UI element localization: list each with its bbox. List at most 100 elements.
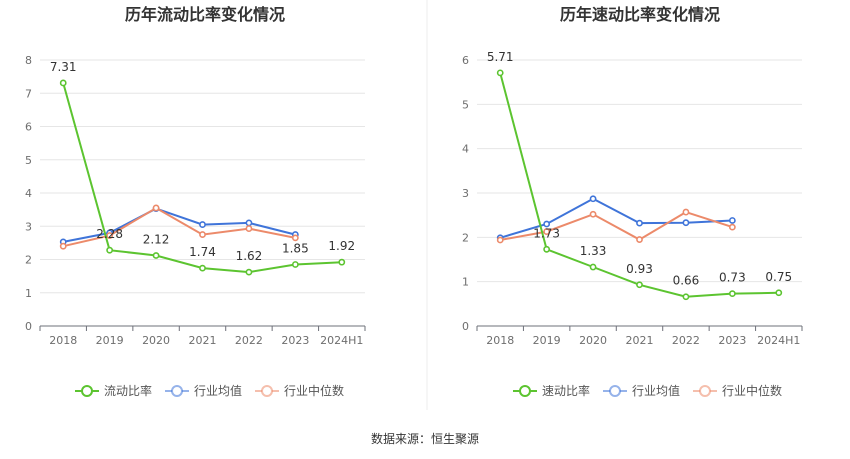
y-tick-label: 6	[462, 54, 469, 67]
data-point[interactable]	[636, 219, 643, 227]
x-tick-label: 2019	[96, 334, 124, 347]
x-tick-label: 2020	[142, 334, 170, 347]
legend-label: 行业均值	[632, 383, 680, 398]
data-point[interactable]	[338, 258, 346, 266]
data-point[interactable]	[775, 289, 783, 297]
data-point[interactable]	[106, 246, 114, 254]
current-ratio-chart: 历年流动比率变化情况 0 1 2 3 4 5 6 7 8 2018 2019 2020 2021 2022 2…	[25, 5, 366, 398]
y-tick-label: 0	[462, 320, 469, 333]
data-point[interactable]	[589, 263, 597, 271]
y-tick-label: 4	[25, 187, 32, 200]
data-point[interactable]	[152, 252, 160, 259]
y-tick-label: 5	[462, 98, 469, 111]
y-tick-label: 2	[462, 231, 469, 244]
data-point[interactable]	[245, 268, 253, 276]
x-tick-label: 2023	[718, 334, 746, 347]
legend-marker	[699, 385, 711, 397]
data-point[interactable]	[682, 219, 690, 227]
data-point[interactable]	[245, 219, 253, 227]
y-tick-label: 7	[25, 87, 32, 100]
series-line-1	[63, 207, 296, 243]
legend-marker	[261, 385, 273, 397]
data-point[interactable]	[199, 264, 206, 272]
legend-marker	[81, 385, 93, 397]
data-label: 1.85	[282, 241, 309, 255]
data-point[interactable]	[636, 281, 643, 289]
data-point[interactable]	[199, 221, 206, 228]
series-line-2	[500, 211, 733, 241]
quick-ratio-chart: 历年速动比率变化情况 0 1 2 3 4 5 6 2018 2019 2020 2021 2022 202…	[462, 5, 803, 398]
chart-title: 历年速动比率变化情况	[560, 5, 720, 24]
data-label: 0.73	[719, 271, 746, 285]
legend-item[interactable]: 速动比率	[513, 383, 590, 398]
x-tick-label: 2021	[626, 334, 654, 347]
source-note: 数据来源：恒生聚源	[371, 431, 479, 446]
data-point[interactable]	[636, 236, 643, 243]
y-tick-label: 8	[25, 54, 32, 67]
legend-item[interactable]: 流动比率	[75, 383, 152, 398]
x-tick-label: 2019	[533, 334, 561, 347]
data-label: 7.31	[50, 60, 77, 74]
legend-label: 行业均值	[194, 383, 242, 398]
data-point[interactable]	[728, 223, 736, 231]
y-tick-label: 3	[462, 187, 469, 200]
data-label: 0.93	[626, 262, 653, 276]
data-point[interactable]	[543, 245, 551, 253]
x-tick-label: 2018	[49, 334, 77, 347]
y-tick-label: 1	[25, 287, 32, 300]
data-point[interactable]	[543, 228, 551, 235]
series-line-2	[62, 206, 296, 248]
data-label: 1.92	[328, 239, 355, 253]
legend-item[interactable]: 行业均值	[165, 383, 242, 398]
data-point[interactable]	[291, 261, 299, 268]
legend-label: 行业中位数	[722, 383, 782, 398]
x-tick-label: 2018	[486, 334, 514, 347]
x-tick-label: 2022	[235, 334, 263, 347]
data-point[interactable]	[245, 225, 253, 232]
data-label: 1.62	[236, 249, 263, 263]
data-label: 1.74	[189, 245, 216, 259]
legend-marker	[519, 385, 531, 397]
data-point[interactable]	[728, 217, 736, 224]
data-point[interactable]	[152, 204, 160, 212]
y-tick-label: 5	[25, 154, 32, 167]
data-point[interactable]	[589, 210, 597, 218]
y-tick-label: 3	[25, 220, 32, 233]
x-tick-label: 2023	[281, 334, 309, 347]
legend-item[interactable]: 行业中位数	[255, 383, 344, 398]
y-tick-label: 1	[462, 276, 469, 289]
data-label: 2.28	[96, 227, 123, 241]
data-point[interactable]	[106, 232, 114, 239]
legend-item[interactable]: 行业中位数	[693, 383, 782, 398]
y-tick-label: 2	[25, 254, 32, 267]
data-point[interactable]	[59, 242, 67, 250]
legend-marker	[171, 385, 183, 397]
data-label: 1.73	[533, 226, 560, 240]
legend-marker	[609, 385, 621, 397]
legend-label: 行业中位数	[284, 383, 344, 398]
data-point[interactable]	[496, 236, 504, 244]
x-tick-label: 2022	[672, 334, 700, 347]
y-tick-label: 6	[25, 121, 32, 134]
legend-item[interactable]: 行业均值	[603, 383, 680, 398]
legend-label: 流动比率	[104, 383, 152, 398]
data-point[interactable]	[543, 220, 551, 228]
data-point[interactable]	[728, 290, 736, 298]
x-tick-label: 2024H1	[320, 334, 363, 347]
series-line-1	[499, 197, 733, 239]
y-tick-label: 4	[462, 143, 469, 156]
data-point[interactable]	[59, 79, 67, 87]
data-label: 2.12	[143, 233, 170, 247]
data-point[interactable]	[199, 231, 206, 238]
data-label: 0.66	[673, 274, 700, 288]
data-label: 0.75	[765, 270, 792, 284]
x-tick-label: 2024H1	[757, 334, 800, 347]
data-point[interactable]	[496, 69, 504, 77]
chart-title: 历年流动比率变化情况	[125, 5, 285, 24]
y-tick-label: 0	[25, 320, 32, 333]
data-point[interactable]	[682, 293, 690, 301]
data-point[interactable]	[589, 195, 597, 203]
data-point[interactable]	[291, 234, 299, 242]
data-point[interactable]	[682, 208, 690, 216]
